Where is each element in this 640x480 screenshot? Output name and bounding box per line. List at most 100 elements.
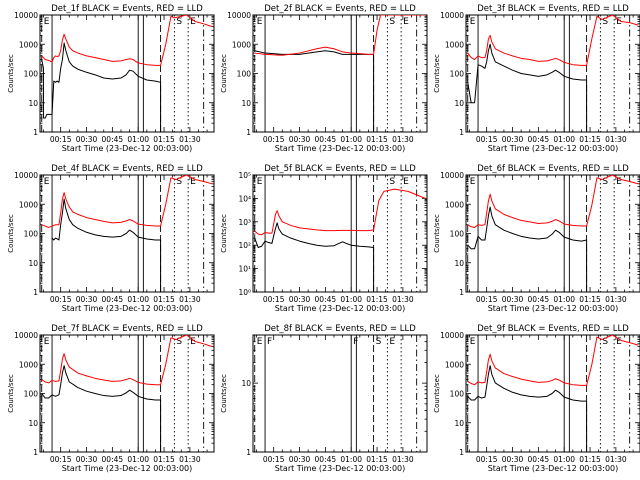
x-tick-label: 01:30 xyxy=(179,455,201,464)
series-group xyxy=(41,15,213,132)
plot-frame xyxy=(39,334,215,453)
y-tick-label: 1 xyxy=(33,288,38,297)
y-tick-label: 10000 xyxy=(440,11,464,20)
y-tick-label: 1000 xyxy=(445,40,464,49)
marker-label: E xyxy=(44,337,50,347)
x-tick-label: 01:00 xyxy=(553,455,575,464)
y-tick-label: 10⁴ xyxy=(238,194,251,203)
series-group xyxy=(41,335,213,452)
x-tick-label: 01:30 xyxy=(179,295,201,304)
x-tick-label: 01:30 xyxy=(179,135,201,144)
series-lld-line xyxy=(254,15,426,56)
y-axis-label: Counts/sec xyxy=(220,374,228,413)
x-axis-label: Start Time (23-Dec-12 00:03:00) xyxy=(275,304,406,313)
y-axis: 1 10 100 1000 10000 xyxy=(440,171,640,297)
x-tick-label: 00:30 xyxy=(502,455,524,464)
series-events-line xyxy=(254,222,376,292)
x-axis: 00:15 00:30 00:45 01:00 01:15 01:30 xyxy=(469,15,634,144)
plot-frame xyxy=(252,14,428,133)
y-tick-label: 10000 xyxy=(14,171,38,180)
y-tick-label: 10² xyxy=(238,241,251,250)
time-markers xyxy=(254,175,418,292)
y-tick-label: 1000 xyxy=(19,40,38,49)
marker-label: E xyxy=(190,17,196,27)
series-events-line xyxy=(41,365,163,452)
time-markers xyxy=(41,335,205,452)
y-axis-label: Counts/sec xyxy=(433,54,441,93)
y-axis: 1 10 xyxy=(241,334,427,457)
marker-label: E xyxy=(470,337,476,347)
y-tick-label: 10 xyxy=(28,419,38,428)
x-axis-label: Start Time (23-Dec-12 00:03:00) xyxy=(488,304,619,313)
marker-label: E xyxy=(257,17,263,27)
y-tick-label: 10000 xyxy=(227,11,251,20)
y-tick-label: 10 xyxy=(241,379,251,388)
x-tick-label: 00:15 xyxy=(50,455,72,464)
y-axis: 1 10 100 1000 10000 xyxy=(440,11,640,137)
y-tick-label: 10⁵ xyxy=(238,171,251,180)
marker-label: S xyxy=(602,337,608,347)
panel-title: Det_9f BLACK = Events, RED = LLD xyxy=(477,324,629,334)
y-tick-label: 1 xyxy=(246,128,251,137)
marker-label: F xyxy=(353,337,358,347)
time-markers xyxy=(41,15,205,132)
panel-title: Det_3f BLACK = Events, RED = LLD xyxy=(477,4,629,14)
y-tick-label: 10⁰ xyxy=(238,288,251,297)
panel-title: Det_7f BLACK = Events, RED = LLD xyxy=(51,324,203,334)
series-events-line xyxy=(254,50,376,132)
y-tick-label: 100 xyxy=(24,70,39,79)
marker-label: S xyxy=(389,17,395,27)
x-axis: 00:15 00:30 00:45 01:00 01:15 01:30 xyxy=(43,15,208,144)
x-tick-label: 01:30 xyxy=(605,295,627,304)
y-axis-label: Counts/sec xyxy=(7,54,15,93)
y-tick-label: 1 xyxy=(33,128,38,137)
x-axis-label: Start Time (23-Dec-12 00:03:00) xyxy=(62,304,193,313)
x-tick-label: 01:15 xyxy=(579,455,601,464)
marker-label: S xyxy=(176,177,182,187)
y-axis-label: Counts/sec xyxy=(220,54,228,93)
x-tick-label: 00:15 xyxy=(476,455,498,464)
y-axis: 1 10 100 1000 10000 xyxy=(227,11,427,137)
detector-panel-8: Det_8f BLACK = Events, RED = LLD 1 10 00:15… xyxy=(220,324,428,473)
panel-title: Det_6f BLACK = Events, RED = LLD xyxy=(477,164,629,174)
y-tick-label: 10 xyxy=(241,99,251,108)
time-markers xyxy=(467,15,631,132)
x-tick-label: 01:15 xyxy=(153,295,175,304)
marker-label: E xyxy=(44,17,50,27)
marker-label: S xyxy=(389,177,395,187)
y-tick-label: 10 xyxy=(28,259,38,268)
x-tick-label: 01:15 xyxy=(579,135,601,144)
x-tick-label: 00:45 xyxy=(528,455,550,464)
series-events-line xyxy=(467,365,589,452)
plot-frame xyxy=(465,14,640,133)
panel-title: Det_4f BLACK = Events, RED = LLD xyxy=(51,164,203,174)
x-tick-label: 01:00 xyxy=(127,295,149,304)
x-tick-label: 00:30 xyxy=(289,295,311,304)
x-tick-label: 01:30 xyxy=(392,135,414,144)
y-axis: 10⁰ 10¹ 10² 10³ 10⁴ 10⁵ xyxy=(238,171,427,297)
y-tick-label: 100 xyxy=(237,70,252,79)
panel-title: Det_2f BLACK = Events, RED = LLD xyxy=(264,4,416,14)
x-tick-label: 01:30 xyxy=(605,135,627,144)
x-tick-label: 00:30 xyxy=(289,455,311,464)
y-tick-label: 10000 xyxy=(14,331,38,340)
series-lld-line xyxy=(467,15,639,66)
x-tick-label: 01:15 xyxy=(153,135,175,144)
x-tick-label: 01:00 xyxy=(340,135,362,144)
marker-label: S xyxy=(176,17,182,27)
x-axis: 00:15 00:30 00:45 01:00 01:15 01:30 xyxy=(469,175,634,304)
plot-frame xyxy=(252,334,428,453)
time-markers xyxy=(467,335,631,452)
x-axis: 00:15 00:30 00:45 01:00 01:15 01:30 xyxy=(256,335,421,464)
x-tick-label: 01:30 xyxy=(392,455,414,464)
detector-panel-6: Det_6f BLACK = Events, RED = LLD 1 10 100 10… xyxy=(433,164,640,313)
x-tick-label: 01:00 xyxy=(340,455,362,464)
x-tick-label: 01:15 xyxy=(366,455,388,464)
marker-label: E xyxy=(470,177,476,187)
x-tick-label: 01:15 xyxy=(153,455,175,464)
series-group xyxy=(254,188,426,292)
y-tick-label: 1 xyxy=(33,448,38,457)
